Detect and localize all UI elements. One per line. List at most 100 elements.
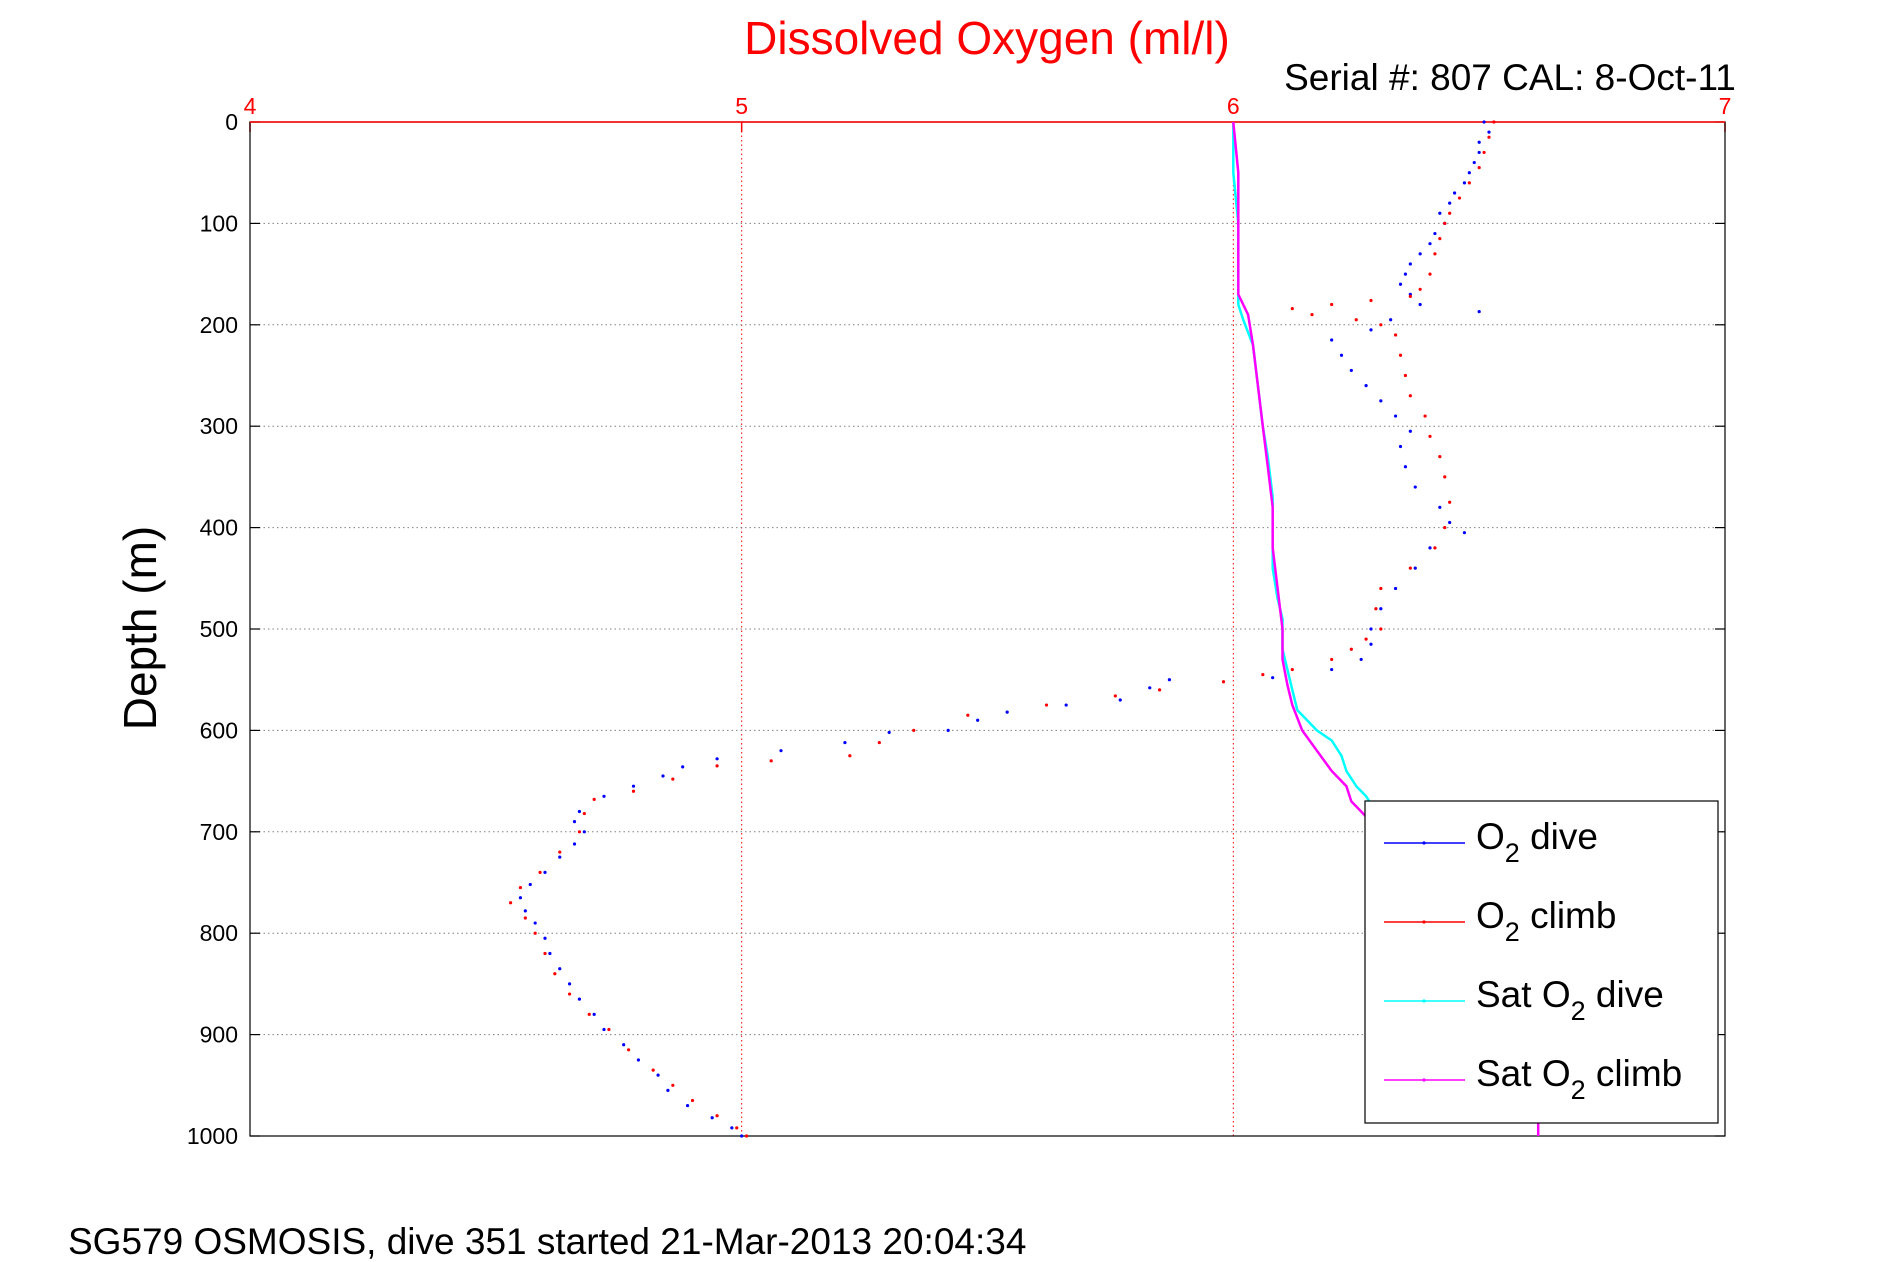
data-point-o2_dive [1467,171,1471,175]
data-point-o2_climb [1290,306,1294,311]
data-point-o2_dive [656,1073,660,1077]
legend-label-subscript: 2 [1571,996,1586,1026]
data-point-o2_climb [1433,546,1437,550]
data-point-o2_dive [1379,399,1383,403]
legend-label-o2_dive: O2 dive [1476,816,1598,868]
legend-label-sat_dive: Sat O2 dive [1476,974,1664,1026]
data-point-o2_climb [1157,688,1162,692]
data-point-o2_dive [577,997,582,1001]
data-point-o2_climb [1403,373,1408,378]
data-point-o2_dive [1118,698,1122,702]
legend-label-o2_climb: O2 climb [1476,895,1616,947]
data-point-o2_climb [671,1083,675,1087]
data-point-o2_climb [1477,166,1481,170]
legend-marker-sat_climb [1422,1078,1426,1082]
data-point-o2_dive [1148,686,1152,690]
y-tick-label: 900 [200,1022,238,1048]
data-point-o2_dive [523,909,527,913]
data-point-o2_climb [1457,196,1462,200]
data-point-o2_climb [1482,150,1486,155]
series-sat_dive [1232,122,1377,813]
x-tick-label: 7 [1719,93,1732,119]
data-point-o2_dive [543,936,547,940]
data-point-o2_dive [1271,676,1275,680]
data-point-o2_dive [592,1012,596,1016]
data-point-o2_climb [1438,455,1442,459]
legend-label-main: Sat O [1476,974,1571,1015]
data-point-o2_dive [622,1043,626,1047]
data-point-o2_climb [553,972,557,976]
data-point-o2_climb [508,901,513,905]
data-point-o2_climb [1408,294,1412,299]
legend-label-rest: dive [1520,816,1598,857]
legend-marker-o2_climb [1422,920,1426,924]
data-point-o2_climb [1349,647,1353,651]
data-point-o2_climb [1354,318,1358,322]
data-point-o2_climb [1428,434,1432,438]
data-point-o2_climb [1374,607,1378,611]
data-point-o2_climb [690,1098,695,1103]
data-point-o2_dive [946,728,950,733]
y-tick-label: 0 [225,109,238,135]
data-point-o2_climb [715,764,719,768]
legend-label-subscript: 2 [1571,1075,1586,1105]
series-line-sat_dive [1232,122,1377,813]
data-point-o2_climb [1330,657,1334,662]
data-point-o2_dive [533,921,537,925]
data-point-o2_climb [1290,667,1294,672]
data-point-o2_climb [1408,394,1412,398]
y-tick-label: 800 [200,920,238,946]
data-point-o2_climb [582,811,586,816]
data-point-o2_dive [1379,607,1383,611]
data-point-o2_dive [558,967,562,971]
legend-box [1364,800,1719,1124]
data-point-o2_dive [567,982,572,986]
data-point-o2_climb [744,1134,749,1138]
data-point-o2_dive [1167,678,1172,682]
data-point-o2_dive [1433,231,1437,236]
data-point-o2_dive [1487,130,1491,134]
chart-subtitle: Serial #: 807 CAL: 8-Oct-11 [1284,57,1736,98]
data-point-o2_climb [1398,353,1403,357]
data-point-o2_climb [769,759,773,763]
data-point-o2_climb [1261,673,1265,677]
data-point-o2_dive [1359,657,1363,662]
legend-label-main: Sat O [1476,1053,1571,1094]
data-point-o2_climb [523,916,527,920]
data-point-o2_climb [587,1012,591,1016]
data-point-o2_climb [518,885,523,890]
data-point-o2_dive [843,740,847,745]
data-point-o2_dive [1472,160,1476,165]
data-point-o2_dive [1413,485,1417,489]
data-point-o2_climb [1221,680,1226,684]
data-point-o2_climb [1044,703,1049,707]
y-tick-label: 700 [200,819,238,845]
data-point-o2_dive [636,1058,641,1062]
data-point-o2_climb [1330,302,1334,307]
data-point-o2_dive [1403,272,1408,276]
x-tick-label: 6 [1227,93,1240,119]
data-point-o2_dive [1403,465,1408,469]
data-point-o2_dive [1064,703,1068,707]
x-tick-label: 4 [244,93,257,119]
data-point-o2_climb [607,1027,611,1032]
legend-label-rest: climb [1520,895,1617,936]
data-point-o2_dive [1448,520,1452,525]
data-point-o2_climb [1379,627,1383,631]
data-point-o2_dive [1330,338,1334,342]
data-point-o2_dive [1477,310,1481,314]
series-sat_climb [1232,121,1367,818]
data-point-o2_dive [1408,429,1412,433]
footer-caption: SG579 OSMOSIS, dive 351 started 21-Mar-2… [68,1221,1026,1262]
data-point-o2_climb [1408,566,1412,570]
data-point-o2_dive [976,718,980,722]
data-point-o2_dive [685,1103,690,1108]
data-point-o2_dive [1438,211,1442,215]
data-point-o2_dive [681,765,685,769]
data-point-o2_dive [1462,181,1467,185]
y-tick-label: 400 [200,515,238,541]
y-tick-label: 500 [200,616,238,642]
data-point-o2_dive [1389,318,1393,322]
